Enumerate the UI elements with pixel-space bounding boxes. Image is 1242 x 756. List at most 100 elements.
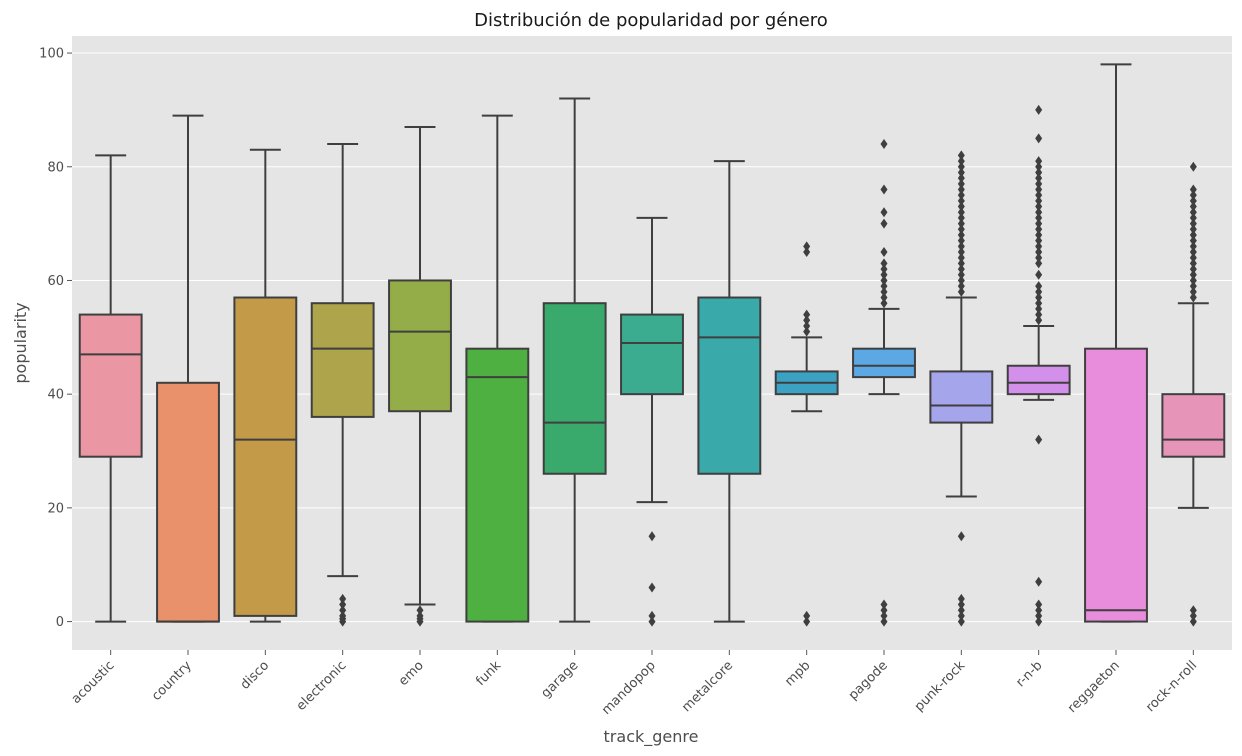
box-emo	[388, 125, 452, 627]
outlier-point	[416, 610, 424, 621]
outlier-point	[880, 298, 888, 309]
box-pagode	[852, 139, 916, 627]
box-rock-n-roll	[1161, 161, 1226, 627]
outlier-point	[1189, 207, 1197, 218]
y-axis-ticks: 0 20 40 60 80 100	[39, 47, 72, 630]
outlier-point	[1035, 298, 1043, 309]
outlier-point	[803, 610, 811, 621]
outlier-point	[1189, 610, 1197, 621]
outlier-point	[1189, 195, 1197, 206]
outlier-point	[1035, 184, 1043, 195]
x-tick-label: funk	[473, 658, 504, 689]
outlier-point	[1035, 252, 1043, 263]
outlier-point	[957, 599, 965, 610]
x-tick-label: punk-rock	[912, 658, 969, 715]
outlier-point	[648, 616, 656, 627]
outlier-point	[1189, 258, 1197, 269]
outlier-point	[1035, 133, 1043, 144]
outlier-point	[416, 605, 424, 616]
box-country	[156, 114, 220, 623]
x-tick-label: metalcore	[679, 658, 736, 715]
outlier-point	[957, 269, 965, 280]
x-tick-label: country	[149, 658, 195, 704]
outlier-point	[1035, 104, 1043, 115]
outlier-point	[957, 201, 965, 212]
iqr-box	[1006, 364, 1071, 396]
outlier-point	[1035, 173, 1043, 184]
box-electronic	[310, 143, 375, 627]
outlier-point	[1035, 167, 1043, 178]
outlier-point	[957, 531, 965, 542]
outlier-point	[880, 218, 888, 229]
outlier-point	[1035, 235, 1043, 246]
outlier-point	[803, 241, 811, 252]
y-tick-label: 60	[47, 274, 64, 289]
outlier-point	[803, 309, 811, 320]
iqr-box	[156, 381, 220, 623]
outlier-point	[1189, 252, 1197, 263]
outlier-point	[1189, 190, 1197, 201]
x-axis-ticks: acoustic country disco electronic emo funk gar…	[69, 650, 1200, 718]
outlier-point	[803, 320, 811, 331]
outlier-point	[957, 258, 965, 269]
x-tick-label: disco	[238, 658, 272, 692]
outlier-point	[957, 218, 965, 229]
outlier-point	[648, 610, 656, 621]
outlier-point	[957, 264, 965, 275]
outlier-point	[957, 178, 965, 189]
outlier-point	[1035, 195, 1043, 206]
outlier-point	[880, 264, 888, 275]
outlier-point	[957, 275, 965, 286]
outlier-point	[880, 269, 888, 280]
outlier-point	[880, 207, 888, 218]
outlier-point	[957, 252, 965, 263]
box-acoustic	[78, 154, 143, 623]
outlier-point	[1189, 264, 1197, 275]
outlier-point	[1035, 292, 1043, 303]
outlier-point	[957, 161, 965, 172]
y-axis-label: popularity	[11, 302, 30, 383]
y-tick-label: 80	[47, 160, 64, 175]
outlier-point	[1189, 224, 1197, 235]
outlier-point	[1035, 269, 1043, 280]
x-tick-label: reggaeton	[1065, 658, 1123, 716]
outlier-point	[339, 610, 347, 621]
outlier-point	[803, 247, 811, 258]
box-series	[78, 63, 1226, 627]
outlier-point	[1189, 286, 1197, 297]
outlier-point	[1189, 218, 1197, 229]
outlier-point	[880, 616, 888, 627]
outlier-point	[1189, 161, 1197, 172]
outlier-point	[339, 593, 347, 604]
y-tick-label: 100	[39, 47, 64, 62]
outlier-point	[880, 275, 888, 286]
outlier-point	[957, 241, 965, 252]
iqr-box	[620, 313, 684, 396]
iqr-box	[929, 370, 994, 424]
outlier-point	[957, 247, 965, 258]
outlier-point	[957, 224, 965, 235]
outlier-point	[803, 616, 811, 627]
outlier-point	[1035, 258, 1043, 269]
iqr-box	[1084, 347, 1148, 623]
outlier-point	[1035, 315, 1043, 326]
outlier-point	[957, 150, 965, 161]
outlier-point	[880, 184, 888, 195]
outlier-point	[957, 212, 965, 223]
box-mpb	[774, 241, 839, 627]
outlier-point	[1189, 292, 1197, 303]
y-tick-label: 0	[56, 615, 64, 630]
outlier-point	[957, 281, 965, 292]
outlier-point	[957, 605, 965, 616]
outlier-point	[1189, 241, 1197, 252]
outlier-point	[339, 605, 347, 616]
outlier-point	[1189, 616, 1197, 627]
outlier-point	[957, 207, 965, 218]
iqr-box	[388, 279, 452, 413]
outlier-point	[957, 616, 965, 627]
x-tick-label: emo	[396, 658, 427, 689]
outlier-point	[1189, 605, 1197, 616]
outlier-point	[1189, 229, 1197, 240]
iqr-box	[233, 296, 298, 617]
